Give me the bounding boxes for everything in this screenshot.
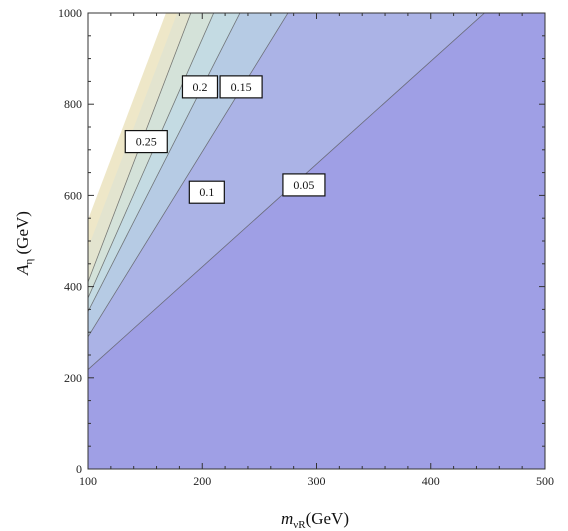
contour-line-0.15 (88, 13, 241, 313)
y-tick-label: 800 (64, 97, 82, 111)
contour-label-text: 0.05 (293, 178, 314, 192)
contour-label-box (124, 129, 168, 154)
tick-labels: 100 200 300 400 500 0 200 400 600 800 1000 (58, 6, 554, 488)
y-tick-label: 600 (64, 188, 82, 202)
contour-label-box (181, 75, 219, 99)
y-tick-label: 400 (64, 280, 82, 294)
contour-label-box (188, 180, 225, 204)
y-tick-label: 0 (76, 462, 82, 476)
x-tick-label: 200 (193, 474, 211, 488)
contour-line-0.1 (88, 13, 289, 338)
contour-labels: 0.25 0.2 0.15 0.1 0.05 (124, 75, 326, 204)
x-tick-label: 100 (79, 474, 97, 488)
contour-label-0.1: 0.1 (188, 180, 225, 204)
contour-fill-regions (88, 13, 545, 469)
contour-label-0.05: 0.05 (282, 173, 326, 197)
y-tick-label: 200 (64, 371, 82, 385)
contour-label-box (219, 75, 263, 99)
x-tick-label: 400 (422, 474, 440, 488)
axis-ticks (87, 12, 546, 470)
fill-region-extra-1 (88, 13, 166, 220)
contour-line-0.2 (88, 13, 215, 299)
x-tick-label: 500 (536, 474, 554, 488)
contour-label-box (282, 173, 326, 197)
contour-label-0.2: 0.2 (181, 75, 219, 99)
y-tick-label: 1000 (58, 6, 82, 20)
x-axis-label: mνR(GeV) (281, 509, 349, 531)
contour-label-text: 0.15 (231, 80, 252, 94)
contour-label-text: 0.2 (192, 80, 207, 94)
y-axis-label: Aη (GeV) (13, 211, 35, 276)
contour-label-0.25: 0.25 (124, 129, 168, 154)
x-tick-label: 300 (308, 474, 326, 488)
contour-label-text: 0.1 (199, 185, 214, 199)
contour-line-0.25 (88, 13, 192, 284)
contour-label-0.15: 0.15 (219, 75, 263, 99)
contour-label-text: 0.25 (136, 135, 157, 149)
